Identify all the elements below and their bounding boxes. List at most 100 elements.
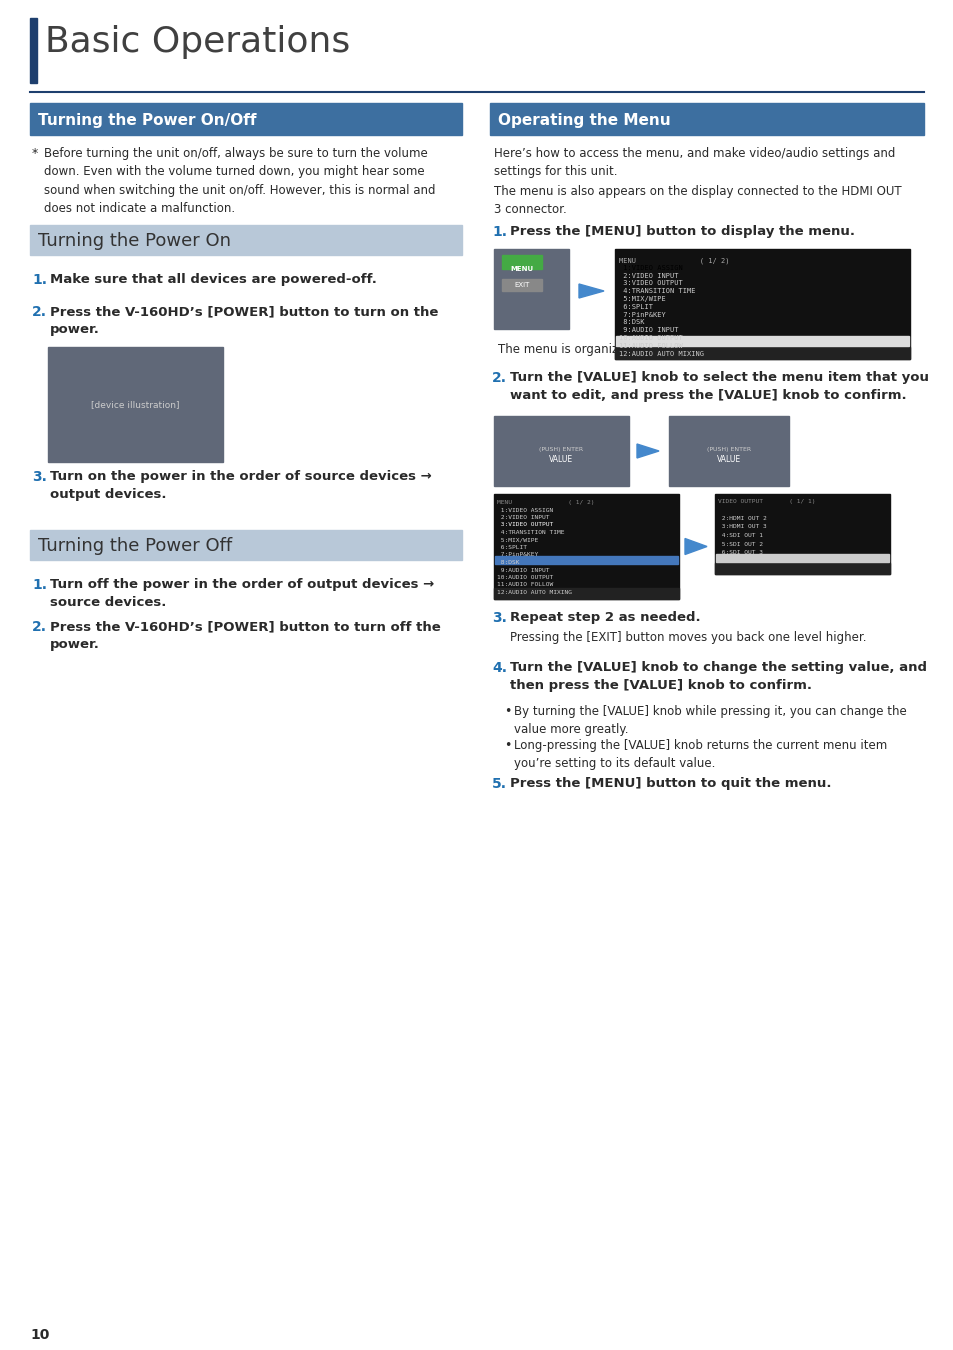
Text: 3:VIDEO OUTPUT: 3:VIDEO OUTPUT <box>497 522 553 528</box>
Text: VALUE: VALUE <box>717 455 740 463</box>
Text: 2:HDMI OUT 2: 2:HDMI OUT 2 <box>718 516 766 521</box>
Polygon shape <box>578 284 603 298</box>
Bar <box>494 589 679 599</box>
Text: 1:HDMI OUT 1: 1:HDMI OUT 1 <box>718 508 766 513</box>
Text: Turn on the power in the order of source devices →
output devices.: Turn on the power in the order of source… <box>50 470 432 501</box>
Text: 2:VIDEO INPUT: 2:VIDEO INPUT <box>618 273 678 278</box>
Text: *: * <box>32 147 38 161</box>
Bar <box>48 347 223 462</box>
Text: 10:AUDIO OUTPUT: 10:AUDIO OUTPUT <box>497 575 553 580</box>
Text: 1.: 1. <box>492 225 506 239</box>
Text: Turn the [VALUE] knob to change the setting value, and
then press the [VALUE] kn: Turn the [VALUE] knob to change the sett… <box>510 662 926 693</box>
Bar <box>494 494 679 599</box>
Text: Press the [MENU] button to quit the menu.: Press the [MENU] button to quit the menu… <box>510 778 831 790</box>
Bar <box>501 255 541 269</box>
Text: 9:AUDIO INPUT: 9:AUDIO INPUT <box>497 567 549 572</box>
Text: •: • <box>503 705 511 718</box>
Text: Operating the Menu: Operating the Menu <box>497 112 670 127</box>
Text: 3:VIDEO OUTPUT: 3:VIDEO OUTPUT <box>618 281 682 286</box>
Text: 4:SDI OUT 1: 4:SDI OUT 1 <box>718 533 762 539</box>
Text: Press the V-160HD’s [POWER] button to turn on the
power.: Press the V-160HD’s [POWER] button to tu… <box>50 305 438 336</box>
Text: MENU               ( 1/ 2): MENU ( 1/ 2) <box>497 500 594 505</box>
Bar <box>616 336 908 346</box>
Bar <box>30 531 461 560</box>
Text: 1.: 1. <box>32 578 47 593</box>
Text: 2.: 2. <box>492 371 506 385</box>
Text: 3:HDMI OUT 3: 3:HDMI OUT 3 <box>718 525 766 529</box>
Text: 8:DSK: 8:DSK <box>618 320 644 325</box>
Bar <box>30 18 37 82</box>
Text: 6:SDI OUT 3: 6:SDI OUT 3 <box>718 549 762 555</box>
Text: •: • <box>503 738 511 752</box>
Bar <box>494 416 628 486</box>
Text: 5:SDI OUT 2: 5:SDI OUT 2 <box>718 541 762 547</box>
Text: 10:AUDIO OUTPUT: 10:AUDIO OUTPUT <box>618 335 682 342</box>
Text: 4:TRANSITION TIME: 4:TRANSITION TIME <box>497 531 564 535</box>
Text: 9:AUDIO INPUT: 9:AUDIO INPUT <box>618 327 678 333</box>
Text: Turning the Power Off: Turning the Power Off <box>38 537 232 555</box>
Text: 2:VIDEO INPUT: 2:VIDEO INPUT <box>497 514 549 520</box>
Bar <box>30 103 461 135</box>
Text: Before turning the unit on/off, always be sure to turn the volume
down. Even wit: Before turning the unit on/off, always b… <box>44 147 435 216</box>
Text: By turning the [VALUE] knob while pressing it, you can change the
value more gre: By turning the [VALUE] knob while pressi… <box>514 705 905 736</box>
Text: 3.: 3. <box>32 470 47 485</box>
Text: 11:AUDIO FOLLOW: 11:AUDIO FOLLOW <box>618 343 682 348</box>
Text: Press the [MENU] button to display the menu.: Press the [MENU] button to display the m… <box>510 225 854 238</box>
Text: 2.: 2. <box>32 620 47 634</box>
Bar <box>501 279 541 292</box>
Bar <box>714 563 889 574</box>
Text: (PUSH) ENTER: (PUSH) ENTER <box>538 447 583 451</box>
Text: 8:DSK: 8:DSK <box>497 560 519 566</box>
Text: EXIT: EXIT <box>514 282 529 288</box>
Text: Make sure that all devices are powered-off.: Make sure that all devices are powered-o… <box>50 273 376 286</box>
Polygon shape <box>684 539 706 555</box>
Text: 12:AUDIO AUTO MIXING: 12:AUDIO AUTO MIXING <box>497 590 572 595</box>
Text: Repeat step 2 as needed.: Repeat step 2 as needed. <box>510 612 700 624</box>
Text: 6:SPLIT: 6:SPLIT <box>497 545 526 549</box>
Bar <box>494 248 568 329</box>
Text: Pressing the [EXIT] button moves you back one level higher.: Pressing the [EXIT] button moves you bac… <box>510 630 865 644</box>
Text: Press the V-160HD’s [POWER] button to turn off the
power.: Press the V-160HD’s [POWER] button to tu… <box>50 620 440 651</box>
Text: The menu is organized into functions.: The menu is organized into functions. <box>497 343 720 356</box>
Text: Turning the Power On/Off: Turning the Power On/Off <box>38 112 256 127</box>
Text: MENU: MENU <box>510 266 533 271</box>
Bar <box>615 248 909 359</box>
Text: Here’s how to access the menu, and make video/audio settings and
settings for th: Here’s how to access the menu, and make … <box>494 147 895 178</box>
Text: 1:VIDEO ASSIGN: 1:VIDEO ASSIGN <box>618 265 682 271</box>
Text: The menu is also appears on the display connected to the HDMI OUT
3 connector.: The menu is also appears on the display … <box>494 185 901 216</box>
Bar <box>716 554 888 562</box>
Text: 11:AUDIO FOLLOW: 11:AUDIO FOLLOW <box>497 582 553 587</box>
Text: 5.: 5. <box>492 778 506 791</box>
Text: 5:MIX/WIPE: 5:MIX/WIPE <box>618 296 665 302</box>
Bar <box>495 555 678 564</box>
Text: 1:VIDEO ASSIGN: 1:VIDEO ASSIGN <box>497 508 553 513</box>
Bar <box>490 103 923 135</box>
Text: 6:SPLIT: 6:SPLIT <box>618 304 652 309</box>
Text: MENU               ( 1/ 2): MENU ( 1/ 2) <box>618 256 729 263</box>
Text: 1.: 1. <box>32 273 47 288</box>
Text: 7:PinP&KEY: 7:PinP&KEY <box>618 312 665 317</box>
Text: 4.: 4. <box>492 662 506 675</box>
Text: Turn off the power in the order of output devices →
source devices.: Turn off the power in the order of outpu… <box>50 578 434 609</box>
Text: 2.: 2. <box>32 305 47 319</box>
Text: Long-pressing the [VALUE] knob returns the current menu item
you’re setting to i: Long-pressing the [VALUE] knob returns t… <box>514 738 886 769</box>
Text: Turn the [VALUE] knob to select the menu item that you
want to edit, and press t: Turn the [VALUE] knob to select the menu… <box>510 371 928 402</box>
Text: 3.: 3. <box>492 612 506 625</box>
Bar <box>30 225 461 255</box>
Text: VALUE: VALUE <box>549 455 573 463</box>
Text: Basic Operations: Basic Operations <box>45 26 350 59</box>
Text: 7:PinP&KEY: 7:PinP&KEY <box>497 552 537 558</box>
Bar <box>668 416 788 486</box>
Text: 5:MIX/WIPE: 5:MIX/WIPE <box>497 537 537 543</box>
Bar <box>615 347 909 359</box>
Text: 7:USB OUT: 7:USB OUT <box>718 559 755 563</box>
Polygon shape <box>637 444 659 458</box>
Bar <box>714 494 889 574</box>
Text: 4:TRANSITION TIME: 4:TRANSITION TIME <box>618 288 695 294</box>
Text: (PUSH) ENTER: (PUSH) ENTER <box>706 447 750 451</box>
Text: 10: 10 <box>30 1328 50 1342</box>
Text: Turning the Power On: Turning the Power On <box>38 232 231 250</box>
Text: 12:AUDIO AUTO MIXING: 12:AUDIO AUTO MIXING <box>618 351 703 356</box>
Text: VIDEO OUTPUT       ( 1/ 1): VIDEO OUTPUT ( 1/ 1) <box>718 500 815 504</box>
Text: [device illustration]: [device illustration] <box>91 400 179 409</box>
